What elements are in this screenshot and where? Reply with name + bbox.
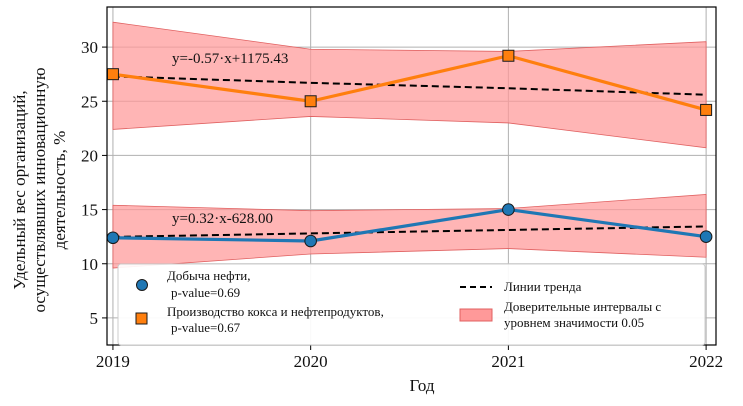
series-line-2 [112,54,707,112]
series-2-point-2022 [700,103,713,116]
x-tick-label-2021: 2021 [491,352,525,371]
legend-label-trend: Линии тренда [504,279,582,294]
legend-marker-series-2 [135,312,148,325]
y-tick-label-25: 25 [81,92,98,111]
y-axis-title-line-1: Удельный вес организаций, [10,90,29,289]
series-2-point-2019 [106,68,119,81]
y-tick-label-10: 10 [81,255,98,274]
legend-label-series-2-line-2: p-value=0.67 [171,320,241,335]
legend-ci-swatch [459,308,493,322]
legend-marker-series-1 [136,279,148,291]
confidence-intervals [112,21,707,269]
x-tick-label-2020: 2020 [294,352,328,371]
ci-band-series-1 [112,193,707,269]
y-axis-title-line-2: осуществлявших инновационную [30,67,49,312]
trend-equation-series-2: y=-0.57·x+1175.43 [172,51,288,67]
legend-label-ci-line-1: Доверительные интервалы с [504,299,661,314]
series-1-point-2021 [502,203,515,216]
series-1-point-2020 [304,234,317,248]
legend-label-series-1-line-2: p-value=0.69 [171,285,240,300]
series-2-point-2020 [304,95,317,108]
y-tick-label-5: 5 [90,309,99,328]
y-axis-title: Удельный вес организаций, осуществлявших… [10,67,69,312]
legend-label-series-2-line-1: Производство кокса и нефтепродуктов, [167,304,384,319]
legend-label-series-1-line-1: Добыча нефти, [167,268,250,283]
y-tick-label-30: 30 [81,38,98,57]
series-lines [106,49,713,248]
legend-frame [117,263,706,346]
series-2-point-2021 [502,49,515,62]
x-tick-label-2019: 2019 [96,352,130,371]
series-1-point-2019 [106,231,120,245]
legend-label-ci-line-2: уровнем значимости 0.05 [504,315,644,330]
series-line-1 [112,207,707,243]
x-tick-label-2022: 2022 [689,352,723,371]
x-axis-title: Год [410,376,435,395]
legend: Добыча нефти, p-value=0.69 Производство … [117,263,706,346]
ci-band-series-2 [112,21,707,149]
y-axis-title-line-3: деятельность, % [50,131,69,250]
trend-equation-series-1: y=0.32·x-628.00 [172,211,273,227]
series-1-point-2022 [699,230,713,243]
y-tick-label-20: 20 [81,146,98,165]
y-tick-label-15: 15 [81,201,98,220]
